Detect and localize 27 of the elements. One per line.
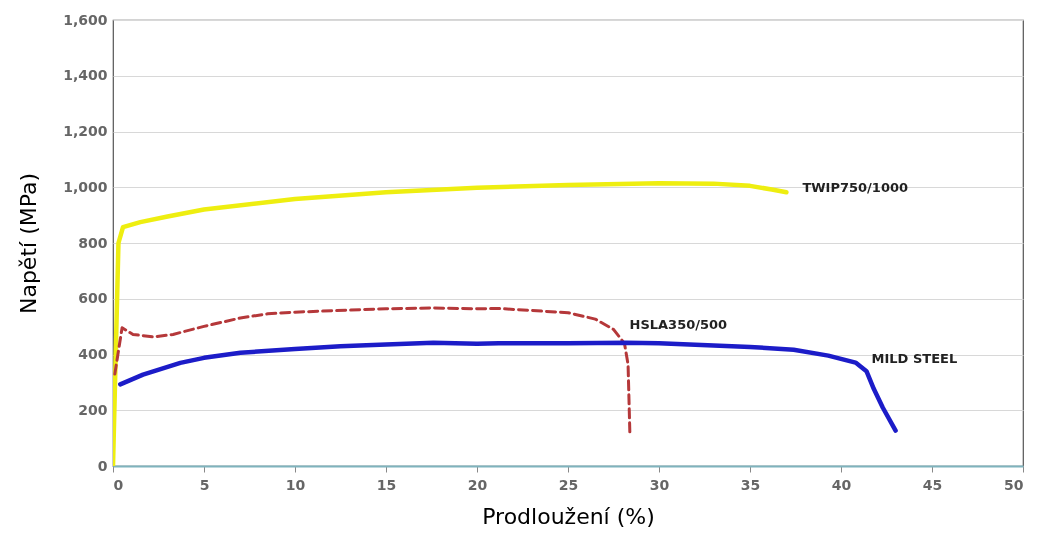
y-tick-label: 1,000 — [63, 178, 108, 195]
y-tick-label: 1,200 — [63, 123, 108, 139]
line-series — [113, 181, 789, 466]
x-tick-label: 20 — [467, 476, 488, 493]
x-tick-label: 10 — [285, 476, 306, 493]
line-series — [113, 306, 632, 436]
x-tick-label: 5 — [199, 476, 210, 493]
y-tick-label: 1,400 — [63, 67, 108, 84]
x-tick-label: 25 — [558, 476, 579, 493]
y-tick-label: 400 — [78, 346, 108, 362]
x-axis-title: Prodloužení (%) — [482, 503, 655, 529]
series-label: TWIP750/1000 — [802, 180, 909, 196]
series-label: HSLA350/500 — [629, 317, 728, 333]
series-label: MILD STEEL — [871, 350, 958, 366]
x-tick-label: 45 — [922, 476, 943, 493]
y-tick-label: 200 — [78, 401, 108, 418]
x-tick-label: 50 — [1004, 476, 1024, 493]
x-tick-label: 40 — [831, 476, 852, 493]
x-tick-label: 35 — [740, 476, 761, 493]
x-tick-label: 15 — [376, 476, 397, 493]
y-tick-label: 1,600 — [63, 11, 108, 28]
x-tick-label: 0 — [113, 476, 124, 493]
y-tick-label: 800 — [78, 234, 108, 251]
y-axis-title: Napětí (MPa) — [16, 172, 42, 315]
y-tick-label: 600 — [78, 290, 108, 307]
x-tick-label: 30 — [649, 476, 670, 493]
y-tick-label: 0 — [97, 457, 108, 474]
